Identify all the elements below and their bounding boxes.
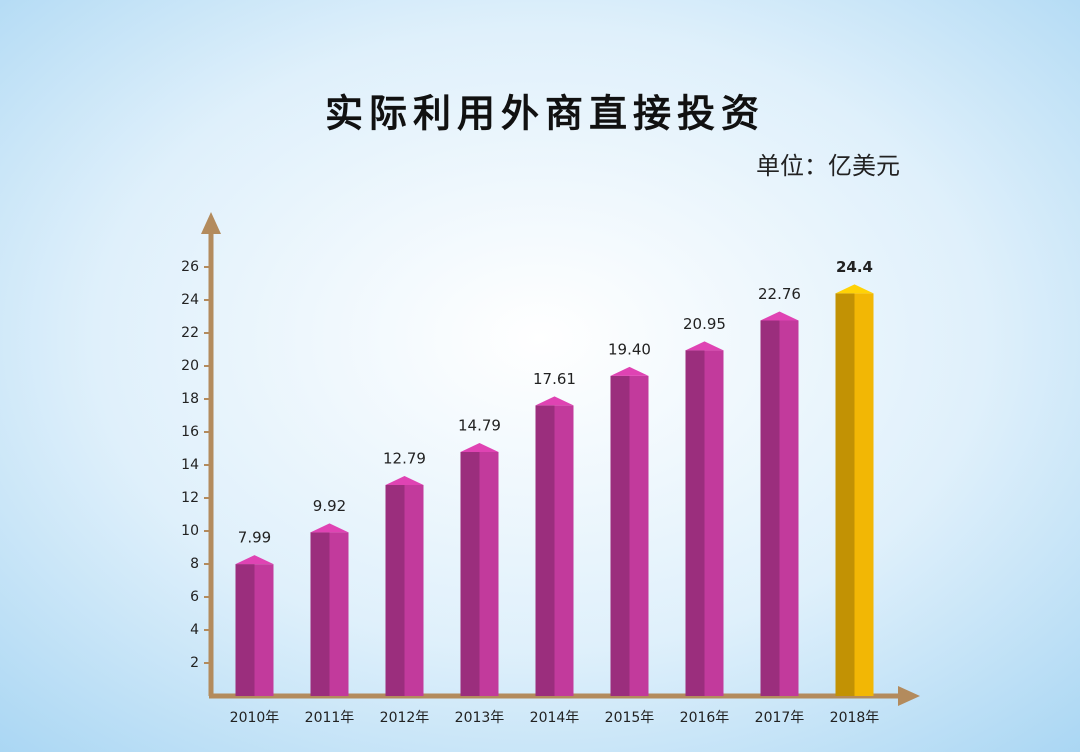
value-label: 20.95 [683,315,726,333]
x-tick-label: 2016年 [680,710,730,726]
y-tick-label: 4 [190,622,199,638]
y-tick-label: 6 [190,589,199,605]
bar-cap [235,555,274,565]
bar-shade [460,451,480,696]
bar-shade [535,405,555,696]
y-tick-label: 24 [181,292,199,308]
value-label: 14.79 [458,416,501,434]
bar-cap [685,341,724,351]
y-tick-label: 10 [181,523,199,539]
y-tick-label: 8 [190,556,199,572]
y-tick-label: 22 [181,325,199,341]
y-axis-arrow [201,212,221,234]
x-tick-label: 2010年 [230,710,280,726]
bar-cap [760,311,799,321]
x-tick-label: 2015年 [605,710,655,726]
bar-shade [685,350,705,696]
value-label: 9.92 [313,497,346,515]
x-tick-label: 2018年 [830,710,880,726]
value-label: 17.61 [533,370,576,388]
bar-cap [310,523,349,533]
bar-shade [835,293,855,696]
x-tick-label: 2014年 [530,710,580,726]
x-tick-label: 2017年 [755,710,805,726]
bar-cap [460,442,499,452]
y-tick-label: 18 [181,391,199,407]
y-tick-label: 16 [181,424,199,440]
value-label: 22.76 [758,285,801,303]
value-label: 19.40 [608,340,651,358]
y-tick-label: 14 [181,457,199,473]
bar-shade [385,484,405,696]
chart-title: 实际利用外商直接投资 [325,92,765,136]
bar-shade [310,532,330,696]
bar-cap [385,475,424,485]
bar-shade [760,320,780,696]
value-label: 12.79 [383,449,426,467]
bar-cap [610,366,649,376]
x-tick-label: 2011年 [305,710,355,726]
bar-shade [610,375,630,696]
bar-cap [835,284,874,294]
chart-subtitle: 单位：亿美元 [756,152,900,180]
y-tick-label: 26 [181,259,199,275]
value-label: 24.4 [836,258,873,276]
y-tick-label: 2 [190,655,199,671]
x-tick-label: 2013年 [455,710,505,726]
x-tick-label: 2012年 [380,710,430,726]
bar-shade [235,564,255,696]
bar-cap [535,396,574,406]
x-axis-arrow [898,686,920,706]
value-label: 7.99 [238,529,271,547]
y-tick-label: 20 [181,358,199,374]
y-tick-label: 12 [181,490,199,506]
